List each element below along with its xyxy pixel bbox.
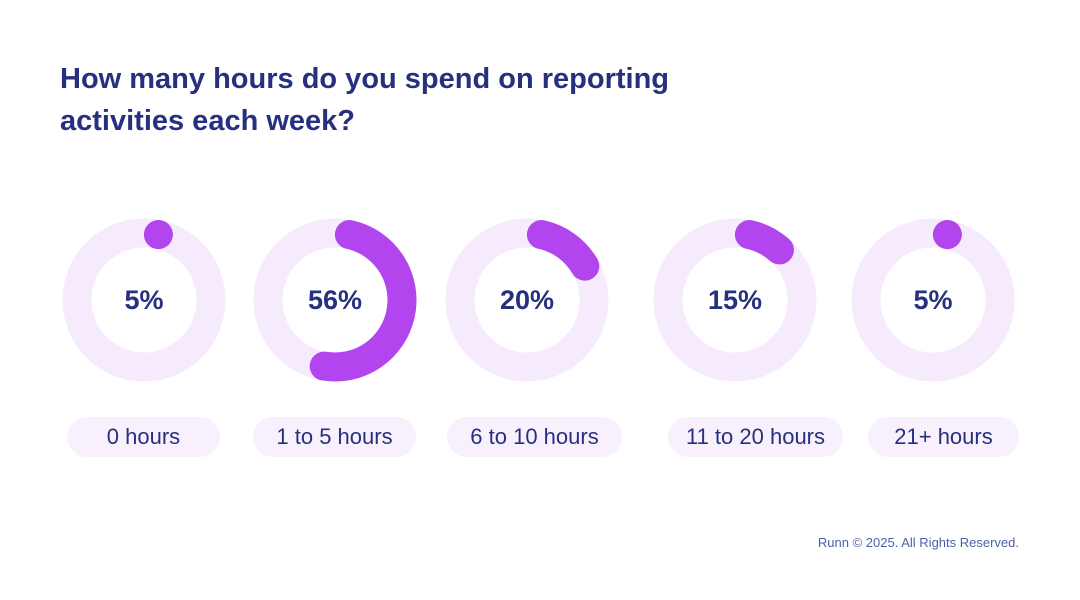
donut-11-to-20-hours: 15% (653, 218, 817, 382)
donut-0-hours: 5% (62, 218, 226, 382)
donut-arc-6-to-10-hours (445, 218, 609, 382)
copyright-footer: Runn © 2025. All Rights Reserved. (817, 535, 1019, 550)
percent-label: 20% (499, 284, 555, 315)
donut-21-plus-hours: 5% (851, 218, 1015, 382)
percent-label: 5% (913, 284, 953, 315)
donut-6-to-10-hours: 20% (445, 218, 609, 382)
percent-label: 5% (124, 284, 164, 315)
donut-1-to-5-hours: 56% (253, 218, 417, 382)
donut-arc-1-to-5-hours (253, 218, 417, 382)
category-label-1-to-5-hours: 1 to 5 hours (253, 417, 416, 457)
percent-label: 56% (307, 284, 363, 315)
donut-arc-21-hours (851, 218, 1015, 382)
percent-label: 15% (707, 284, 763, 315)
category-label-11-to-20-hours: 11 to 20 hours (668, 417, 843, 457)
category-label-21-plus-hours: 21+ hours (868, 417, 1019, 457)
chart-title: How many hours do you spend on reporting… (60, 63, 670, 137)
donut-arc-0-hours (62, 218, 226, 382)
category-label-0-hours: 0 hours (67, 417, 220, 457)
category-label-6-to-10-hours: 6 to 10 hours (447, 417, 622, 457)
donut-arc-11-to-20-hours (653, 218, 817, 382)
